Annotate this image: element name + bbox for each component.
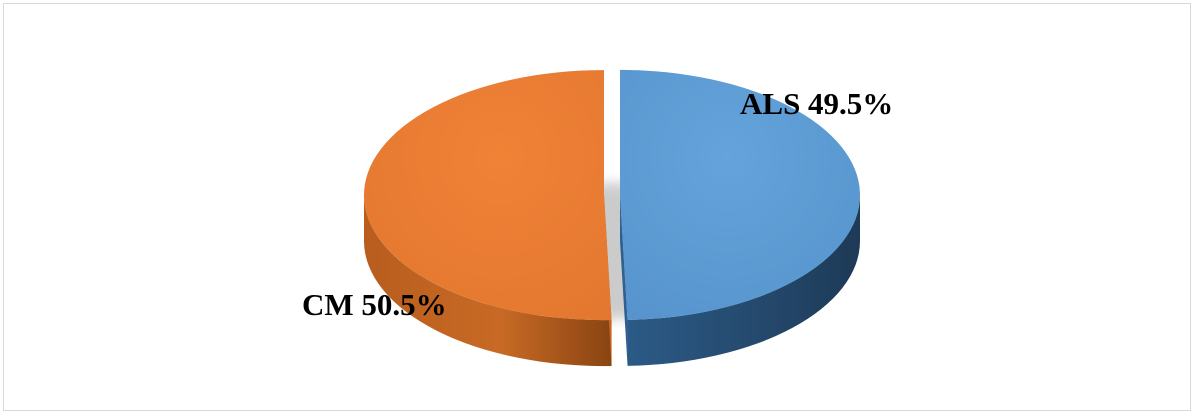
pie-slice-als [619, 69, 861, 320]
slice-label-als: ALS 49.5% [740, 86, 893, 121]
slice-side-cm [364, 195, 612, 367]
slice-side-als [627, 194, 860, 366]
slice-face-als [619, 194, 628, 366]
slice-label-cm: CM 50.5% [302, 287, 447, 322]
pie-slice-cm [364, 70, 612, 321]
